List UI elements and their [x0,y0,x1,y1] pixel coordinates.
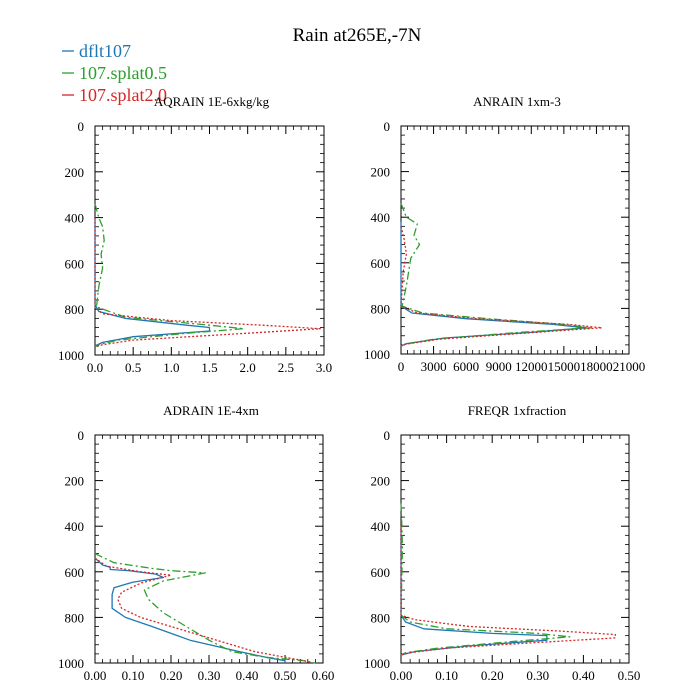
y-tick-label-2-0: 0 [78,428,85,443]
panel-0: AQRAIN 1E-6xkg/kg 0.0 0.5 1.0 1.5 2.0 2.5 3.0 0 2… [58,94,332,375]
y-tick-label-1-1: 200 [371,165,391,180]
y-tick-label-3-2: 400 [371,519,391,534]
y-tick-label-1-4: 800 [371,301,391,316]
y-tick-label-1-2: 400 [371,210,391,225]
series-line-0-2 [94,217,321,348]
series-line-0-0 [94,217,211,347]
x-tick-label-2-3: 0.30 [198,668,221,683]
y-tick-label-2-3: 600 [65,565,85,580]
x-tick-label-2-2: 0.20 [160,668,183,683]
panels: AQRAIN 1E-6xkg/kg 0.0 0.5 1.0 1.5 2.0 2.5 3.0 0 2… [58,94,645,683]
x-tick-label-2-1: 0.10 [122,668,145,683]
x-tick-label-1-4: 12000 [515,359,548,374]
y-tick-label-3-3: 600 [371,565,391,580]
y-tick-label-3-4: 800 [371,610,391,625]
y-tick-label-2-4: 800 [65,610,85,625]
y-tick-label-3-1: 200 [371,474,391,489]
x-tick-label-1-0: 0 [398,359,405,374]
y-tick-label-2-2: 400 [65,519,85,534]
x-tick-label-0-0: 0.0 [87,360,103,375]
panel-title-2: ADRAIN 1E-4xm [163,403,259,418]
y-tick-label-2-1: 200 [65,474,85,489]
x-tick-label-2-0: 0.00 [84,668,107,683]
x-tick-label-2-6: 0.60 [312,668,335,683]
x-tick-label-1-5: 15000 [548,359,581,374]
x-tick-label-2-4: 0.40 [236,668,259,683]
series-line-0-1 [94,203,245,348]
panel-title-0: AQRAIN 1E-6xkg/kg [154,94,270,109]
panel-title-1: ANRAIN 1xm-3 [473,94,561,109]
x-tick-label-3-5: 0.50 [618,668,641,683]
series-line-1-2 [400,226,603,347]
panel-frame-2 [94,434,324,664]
series-line-2-1 [94,553,316,664]
y-tick-label-1-3: 600 [371,256,391,271]
y-tick-label-0-0: 0 [78,119,85,134]
series-line-2-0 [94,557,286,663]
x-tick-label-0-2: 1.0 [163,360,179,375]
x-tick-label-1-7: 21000 [613,359,646,374]
panel-1: ANRAIN 1xm-30 3000 6000 9000 12000 15000 18000… [364,94,645,374]
series-line-3-0 [400,530,548,656]
y-tick-label-1-5: 1000 [364,347,390,362]
x-tick-label-2-5: 0.50 [274,668,297,683]
y-tick-label-2-5: 1000 [58,656,84,671]
panel-2: ADRAIN 1E-4xm 0.00 0.10 0.20 0.30 0.40 0.50 0.6… [58,403,334,683]
panel-frame-1 [400,125,630,355]
x-tick-label-1-2: 6000 [453,359,479,374]
series-line-3-2 [400,526,616,656]
y-tick-label-3-5: 1000 [364,656,390,671]
x-tick-label-3-2: 0.20 [481,668,504,683]
y-tick-label-0-5: 1000 [58,348,84,363]
panel-3: FREQR 1xfraction 0.00 0.10 0.20 0.30 0.40 0.50… [364,403,640,683]
series-line-1-0 [400,221,587,347]
series-line-2-2 [94,557,312,664]
y-tick-label-0-1: 200 [65,165,85,180]
x-tick-label-3-3: 0.30 [526,668,549,683]
x-tick-label-0-3: 1.5 [201,360,217,375]
y-tick-label-3-0: 0 [384,428,391,443]
x-tick-label-0-4: 2.0 [240,360,256,375]
figure-title: Rain at265E,-7N [293,25,422,46]
x-tick-label-3-0: 0.00 [390,668,413,683]
x-tick-label-1-1: 3000 [421,359,447,374]
panel-frame-0 [94,125,325,356]
series-line-3-1 [400,503,571,656]
legend-label-0: dflt107 [79,41,131,61]
x-tick-label-3-1: 0.10 [435,668,458,683]
x-tick-label-1-6: 18000 [580,359,613,374]
x-tick-label-1-3: 9000 [486,359,512,374]
y-tick-label-0-3: 600 [65,256,85,271]
x-tick-label-0-6: 3.0 [316,360,332,375]
x-tick-label-0-5: 2.5 [278,360,294,375]
x-tick-label-0-1: 0.5 [125,360,141,375]
x-tick-label-3-4: 0.40 [572,668,595,683]
legend-label-1: 107.splat0.5 [79,63,167,83]
legend-label-2: 107.splat2.0 [79,85,167,105]
y-tick-label-0-2: 400 [65,211,85,226]
y-tick-label-1-0: 0 [384,119,391,134]
panel-title-3: FREQR 1xfraction [468,403,567,418]
y-tick-label-0-4: 800 [65,302,85,317]
